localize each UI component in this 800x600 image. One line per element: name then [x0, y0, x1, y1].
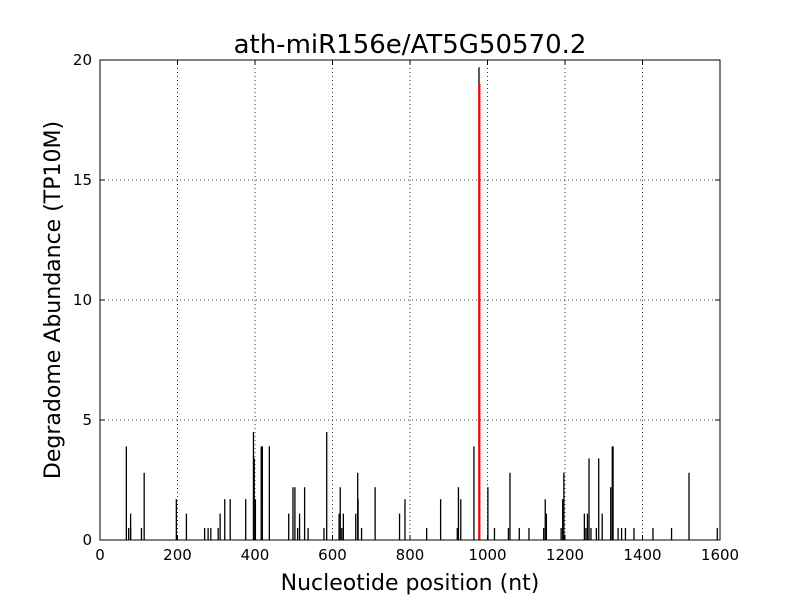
y-tick-label: 0 — [82, 531, 92, 549]
y-axis-label: Degradome Abundance (TP10M) — [41, 121, 66, 479]
y-tick-label: 20 — [73, 51, 92, 69]
y-tick-label: 10 — [73, 291, 92, 309]
axis-ticks: 0 200 400 600 800 1000 1200 1400 1600 0 5 10 15 20 — [73, 51, 739, 564]
x-tick-label: 600 — [318, 546, 347, 564]
x-tick-label: 1200 — [546, 546, 584, 564]
x-tick-label: 1000 — [468, 546, 506, 564]
x-axis-label: Nucleotide position (nt) — [281, 571, 540, 596]
chart-title: ath-miR156e/AT5G50570.2 — [234, 30, 587, 60]
x-tick-label: 0 — [95, 546, 105, 564]
x-tick-label: 1400 — [623, 546, 661, 564]
y-tick-label: 15 — [73, 171, 92, 189]
bar-series — [125, 67, 718, 540]
x-tick-label: 800 — [396, 546, 425, 564]
y-tick-label: 5 — [82, 411, 92, 429]
grid-lines — [100, 60, 720, 540]
x-tick-label: 400 — [241, 546, 270, 564]
x-tick-label: 1600 — [701, 546, 739, 564]
x-tick-label: 200 — [163, 546, 192, 564]
